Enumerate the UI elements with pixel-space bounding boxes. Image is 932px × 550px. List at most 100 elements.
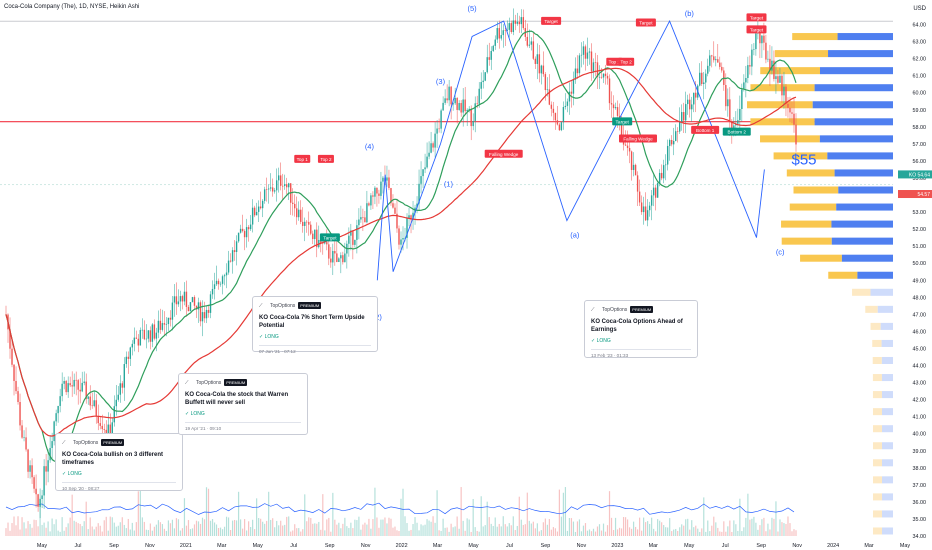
candle-body <box>721 66 723 71</box>
volume-bar <box>598 524 601 536</box>
candle-body <box>294 203 296 209</box>
volume-bar <box>221 529 224 536</box>
profile-bar-up <box>873 510 882 518</box>
candle-body <box>380 181 382 196</box>
volume-bar <box>683 525 685 536</box>
volume-bar <box>296 528 298 536</box>
volume-bar <box>25 528 27 536</box>
volume-bar <box>237 491 240 536</box>
candle-body <box>103 429 105 430</box>
candle-body <box>63 380 65 384</box>
candle-body <box>269 187 272 189</box>
candle-body <box>81 382 83 392</box>
candle-body <box>99 423 101 426</box>
candle-body <box>241 228 244 232</box>
candle-body <box>79 389 81 392</box>
volume-bar <box>410 529 412 536</box>
badge: PREMIUM <box>101 439 125 446</box>
profile-bar-up <box>852 288 871 296</box>
volume-bar <box>127 518 129 536</box>
candle-body <box>304 221 306 226</box>
volume-bar <box>647 521 649 536</box>
volume-bar <box>450 523 452 536</box>
idea-card-1[interactable]: ⟋ TopOptions PREMIUM KO Coca-Cola bullish … <box>55 433 183 491</box>
volume-bar <box>203 519 206 536</box>
candle-body <box>552 108 555 113</box>
candle-body <box>779 75 781 83</box>
idea-card-4[interactable]: ⟋ TopOptions PREMIUM KO Coca-Cola Options … <box>584 300 698 358</box>
candle-body <box>97 415 99 424</box>
candle-body <box>616 107 619 116</box>
candle-body <box>322 242 324 244</box>
candle-body <box>113 406 115 423</box>
volume-bar <box>510 525 512 536</box>
candle-body <box>279 175 282 186</box>
volume-bar <box>282 525 284 536</box>
candle-body <box>494 39 496 46</box>
volume-bar <box>322 494 324 536</box>
idea-card-3[interactable]: ⟋ TopOptions PREMIUM KO Coca-Cola 7% Short… <box>252 296 378 354</box>
x-tick-label: 2022 <box>396 543 408 549</box>
profile-bar-up <box>781 237 832 245</box>
volume-bar <box>628 527 631 536</box>
candle-body <box>400 239 402 245</box>
candle-body <box>253 207 256 216</box>
volume-bar <box>280 520 282 536</box>
volume-bar <box>13 516 15 536</box>
volume-bar <box>496 526 498 536</box>
candle-body <box>670 139 673 145</box>
candle-body <box>255 211 258 216</box>
wave-label: (c) <box>776 248 785 257</box>
volume-bar <box>791 531 793 536</box>
volume-bar <box>773 518 775 536</box>
candle-body <box>330 258 332 263</box>
candle-body <box>23 437 25 439</box>
volume-bar <box>711 525 713 536</box>
volume-bar <box>446 527 448 536</box>
candle-body <box>628 147 631 152</box>
volume-bar <box>258 518 260 536</box>
volume-bar <box>474 527 476 536</box>
candle-body <box>737 120 739 124</box>
candle-body <box>775 76 777 80</box>
profile-bar-down <box>882 493 893 501</box>
volume-bar <box>775 501 777 536</box>
candle-body <box>578 55 581 74</box>
volume-bar <box>330 531 332 536</box>
volume-bar <box>81 526 83 536</box>
x-tick-label: 2021 <box>180 543 192 549</box>
candle-body <box>75 379 77 381</box>
candle-body <box>749 65 751 67</box>
profile-bar-up <box>873 527 882 535</box>
volume-bar <box>95 526 97 536</box>
volume-bar <box>175 518 178 536</box>
candle-body <box>223 275 226 277</box>
profile-bar-up <box>750 118 815 126</box>
candle-body <box>424 167 426 170</box>
volume-bar <box>430 521 432 536</box>
volume-bar <box>256 498 258 536</box>
volume-bar <box>312 523 314 536</box>
candle-body <box>306 221 308 223</box>
volume-bar <box>745 517 747 536</box>
profile-bar-up <box>872 339 882 347</box>
volume-bar <box>71 494 73 536</box>
wave-label: (1) <box>444 179 454 188</box>
x-tick-label: Nov <box>792 543 802 549</box>
price-tag <box>898 170 932 179</box>
candle-body <box>302 221 304 226</box>
profile-bar-up <box>793 186 839 194</box>
candle-body <box>536 54 539 64</box>
volume-bar <box>111 517 113 536</box>
volume-bar <box>5 528 7 536</box>
volume-bar <box>412 524 414 536</box>
candle-body <box>448 86 450 101</box>
badge: PREMIUM <box>298 302 322 309</box>
candle-body <box>147 330 150 339</box>
idea-card-2[interactable]: ⟋ TopOptions PREMIUM KO Coca-Cola the stoc… <box>178 373 308 435</box>
profile-bar-down <box>834 169 893 177</box>
candle-body <box>570 91 573 94</box>
candle-body <box>336 253 338 262</box>
volume-bar <box>494 517 496 536</box>
candle-body <box>193 297 196 306</box>
